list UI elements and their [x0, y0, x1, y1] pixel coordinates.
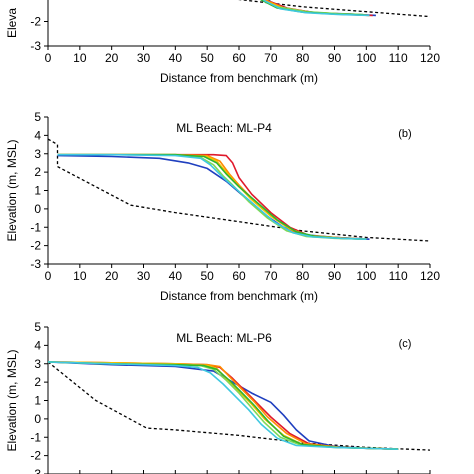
y-tick-label: -2 [30, 449, 41, 463]
y-tick-label: -1 [30, 430, 41, 444]
x-tick-label: 60 [232, 269, 246, 283]
y-tick-label: -3 [30, 39, 41, 53]
x-axis-label: Distance from benchmark (m) [160, 71, 318, 85]
y-tick-label: 4 [34, 338, 41, 352]
x-tick-label: 100 [356, 51, 376, 65]
panel-tag: (b) [398, 128, 411, 140]
baseline-profile-line [237, 0, 430, 18]
y-tick-label: -3 [30, 467, 41, 474]
y-axis-label: Elevation (m, MSL) [5, 349, 19, 451]
chart-panel-1: -3 -2 0 10 20 30 40 50 60 70 80 90 100 110 120 Distance… [5, 0, 440, 85]
y-axis-label: Eleva [5, 8, 19, 38]
x-tick-label: 10 [73, 269, 87, 283]
y-tick-label: 0 [34, 412, 41, 426]
y-tick-label: -2 [30, 239, 41, 253]
x-tick-label: 40 [169, 51, 183, 65]
y-tick-label: -1 [30, 220, 41, 234]
x-tick-label: 120 [420, 269, 440, 283]
x-tick-label: 30 [137, 269, 151, 283]
baseline-profile-line [48, 138, 430, 242]
x-tick-label: 30 [137, 51, 151, 65]
x-tick-label: 90 [328, 51, 342, 65]
y-tick-label: 3 [34, 357, 41, 371]
x-tick-label: 50 [200, 269, 214, 283]
baseline-profile-line [48, 361, 430, 451]
survey-profile-line-7 [48, 361, 399, 450]
y-tick-label: 1 [34, 394, 41, 408]
x-tick-label: 10 [73, 51, 87, 65]
chart-panel-3: -3 -2 -1 0 1 2 3 4 5 Elevation (m, MSL) ML Beach: … [5, 320, 431, 474]
x-tick-label: 0 [45, 51, 52, 65]
y-axis-label: Elevation (m, MSL) [5, 139, 19, 241]
y-tick-label: 5 [34, 320, 41, 334]
survey-profile-line-7 [262, 0, 370, 17]
y-tick-label: 4 [34, 128, 41, 142]
y-tick-label: -2 [30, 15, 41, 29]
x-tick-label: 0 [45, 269, 52, 283]
panel-tag: (c) [399, 338, 412, 350]
x-tick-label: 90 [328, 269, 342, 283]
x-axis-label: Distance from benchmark (m) [160, 289, 318, 303]
x-tick-label: 110 [389, 51, 408, 65]
survey-profile-line-7 [57, 153, 367, 240]
y-tick-label: 3 [34, 147, 41, 161]
x-tick-label: 80 [296, 269, 310, 283]
y-tick-label: 2 [34, 375, 41, 389]
survey-profile-line-6 [48, 361, 399, 450]
y-tick-label: 2 [34, 165, 41, 179]
y-tick-label: 0 [34, 202, 41, 216]
x-tick-label: 40 [169, 269, 183, 283]
y-tick-label: 1 [34, 184, 41, 198]
x-tick-label: 50 [200, 51, 214, 65]
x-tick-label: 70 [264, 269, 278, 283]
x-tick-label: 120 [420, 51, 440, 65]
x-tick-label: 70 [264, 51, 278, 65]
panel-title: ML Beach: ML-P6 [176, 331, 272, 345]
x-tick-label: 20 [105, 269, 119, 283]
x-tick-label: 100 [356, 269, 376, 283]
y-tick-label: -3 [30, 257, 41, 271]
x-tick-label: 80 [296, 51, 310, 65]
y-tick-label: 5 [34, 110, 41, 124]
x-tick-label: 110 [389, 269, 408, 283]
x-tick-label: 60 [232, 51, 246, 65]
panel-title: ML Beach: ML-P4 [176, 121, 272, 135]
x-tick-label: 20 [105, 51, 119, 65]
